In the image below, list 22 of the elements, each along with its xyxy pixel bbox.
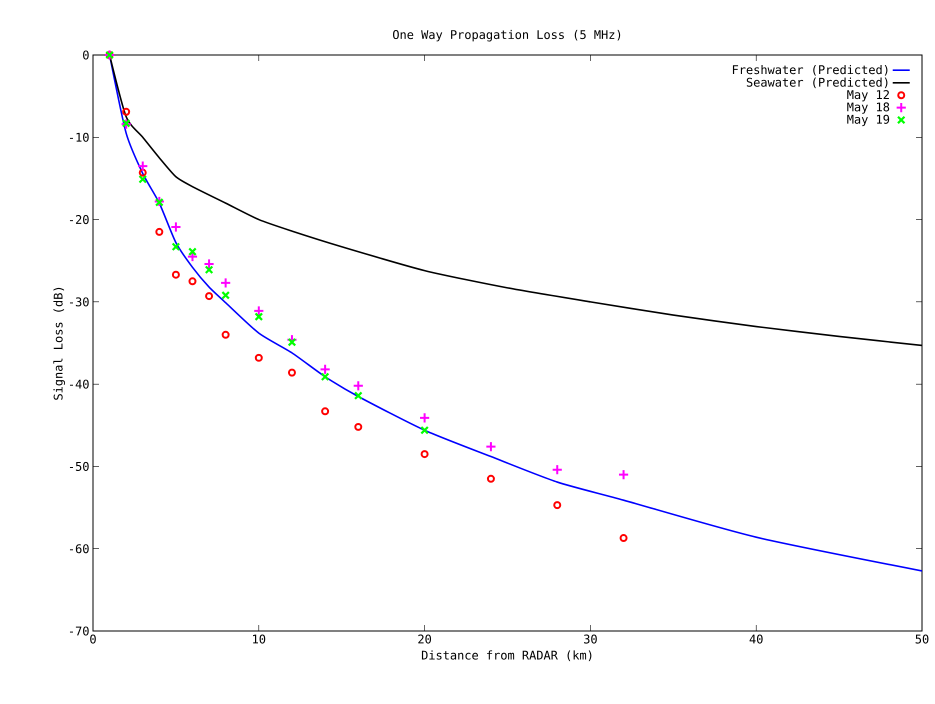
x-axis-title: Distance from RADAR (km) <box>422 650 592 662</box>
x-tick-label: 20 <box>418 634 432 644</box>
x-tick-label: 10 <box>253 634 266 644</box>
chart-title: One Way Propagation Loss (5 MHz) <box>393 30 620 42</box>
y-tick-label: -30 <box>70 297 89 306</box>
legend-label: Seawater (Predicted) <box>746 78 888 88</box>
legend-label: May 19 <box>847 114 890 126</box>
x-tick-label: 30 <box>584 634 597 644</box>
x-tick-label: 50 <box>916 634 928 644</box>
y-tick-label: -40 <box>70 380 89 389</box>
legend-label: May 12 <box>847 90 889 102</box>
y-tick-label: -50 <box>70 462 89 471</box>
y-tick-label: -10 <box>70 132 89 142</box>
y-tick-label: -20 <box>70 215 89 224</box>
legend-label: Freshwater (Predicted) <box>732 64 888 76</box>
y-tick-label: 0 <box>83 50 89 60</box>
y-axis-title: Signal Loss (dB) <box>53 288 66 400</box>
legend-label: May 18 <box>847 102 890 114</box>
y-tick-label: -70 <box>70 626 89 636</box>
x-tick-label: 0 <box>90 634 96 644</box>
x-tick-label: 40 <box>750 634 763 644</box>
y-tick-label: -60 <box>70 544 89 554</box>
